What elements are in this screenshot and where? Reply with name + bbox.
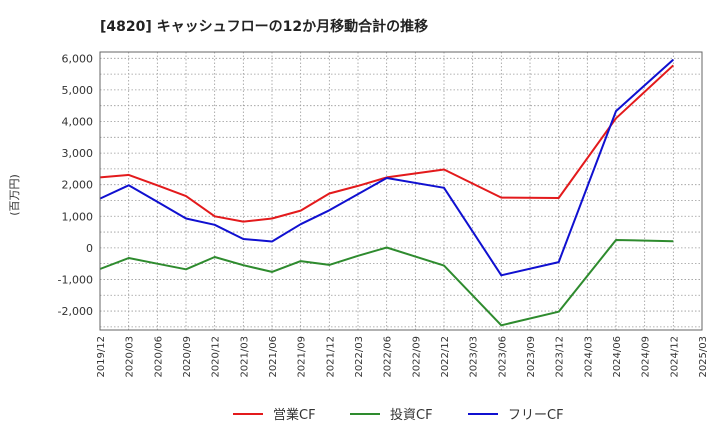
y-tick-label: -1,000 [58,273,93,286]
x-tick-label: 2024/06 [612,336,623,378]
chart-title: [4820] キャッシュフローの12か月移動合計の推移 [100,18,428,35]
x-tick-label: 2021/09 [297,336,308,378]
grid-lines [99,52,703,330]
legend-label-1: 営業CF [273,407,316,423]
y-tick-label: 5,000 [62,84,94,97]
x-tick-label: 2020/03 [125,336,136,378]
x-tick-label: 2022/06 [383,336,394,378]
series-lines [99,58,674,327]
y-tick-label: 2,000 [62,179,94,192]
y-tick-label: 6,000 [62,52,94,65]
y-tick-label: 4,000 [62,116,94,129]
x-tick-label: 2021/06 [268,336,279,378]
series-line-3 [99,58,674,277]
legend-label-2: 投資CF [390,407,433,423]
plot-frame [99,51,703,331]
y-tick-labels: -2,000 -1,000 0 1,000 2,000 3,000 4,000 5,000 6,… [58,52,93,318]
x-tick-labels: 2019/12 2020/03 2020/06 2020/09 2020/12 2021/… [96,336,709,378]
x-tick-label: 2022/03 [354,336,365,378]
x-tick-label: 2024/09 [641,336,652,378]
x-tick-label: 2021/12 [325,336,336,378]
x-tick-label: 2023/03 [469,336,480,378]
series-line-1 [99,64,674,223]
y-axis-label: (百万円) [8,174,21,216]
y-tick-label: 3,000 [62,147,94,160]
x-tick-label: 2022/12 [440,336,451,378]
x-tick-label: 2019/12 [96,336,107,378]
x-tick-label: 2020/09 [182,336,193,378]
series-line-2 [99,239,674,327]
x-tick-label: 2024/03 [583,336,594,378]
x-tick-label: 2023/12 [555,336,566,378]
y-tick-label: -2,000 [58,305,93,318]
x-tick-label: 2021/03 [239,336,250,378]
x-tick-label: 2024/12 [669,336,680,378]
x-tick-label: 2025/03 [698,336,709,378]
x-tick-label: 2020/12 [211,336,222,378]
y-tick-label: 1,000 [62,210,94,223]
x-tick-label: 2023/09 [526,336,537,378]
x-tick-label: 2022/09 [411,336,422,378]
y-tick-label: 0 [86,242,93,255]
legend-label-3: フリーCF [508,408,564,423]
legend: 営業CF 投資CF フリーCF [233,407,564,423]
x-tick-label: 2023/06 [497,336,508,378]
x-tick-label: 2020/06 [153,336,164,378]
